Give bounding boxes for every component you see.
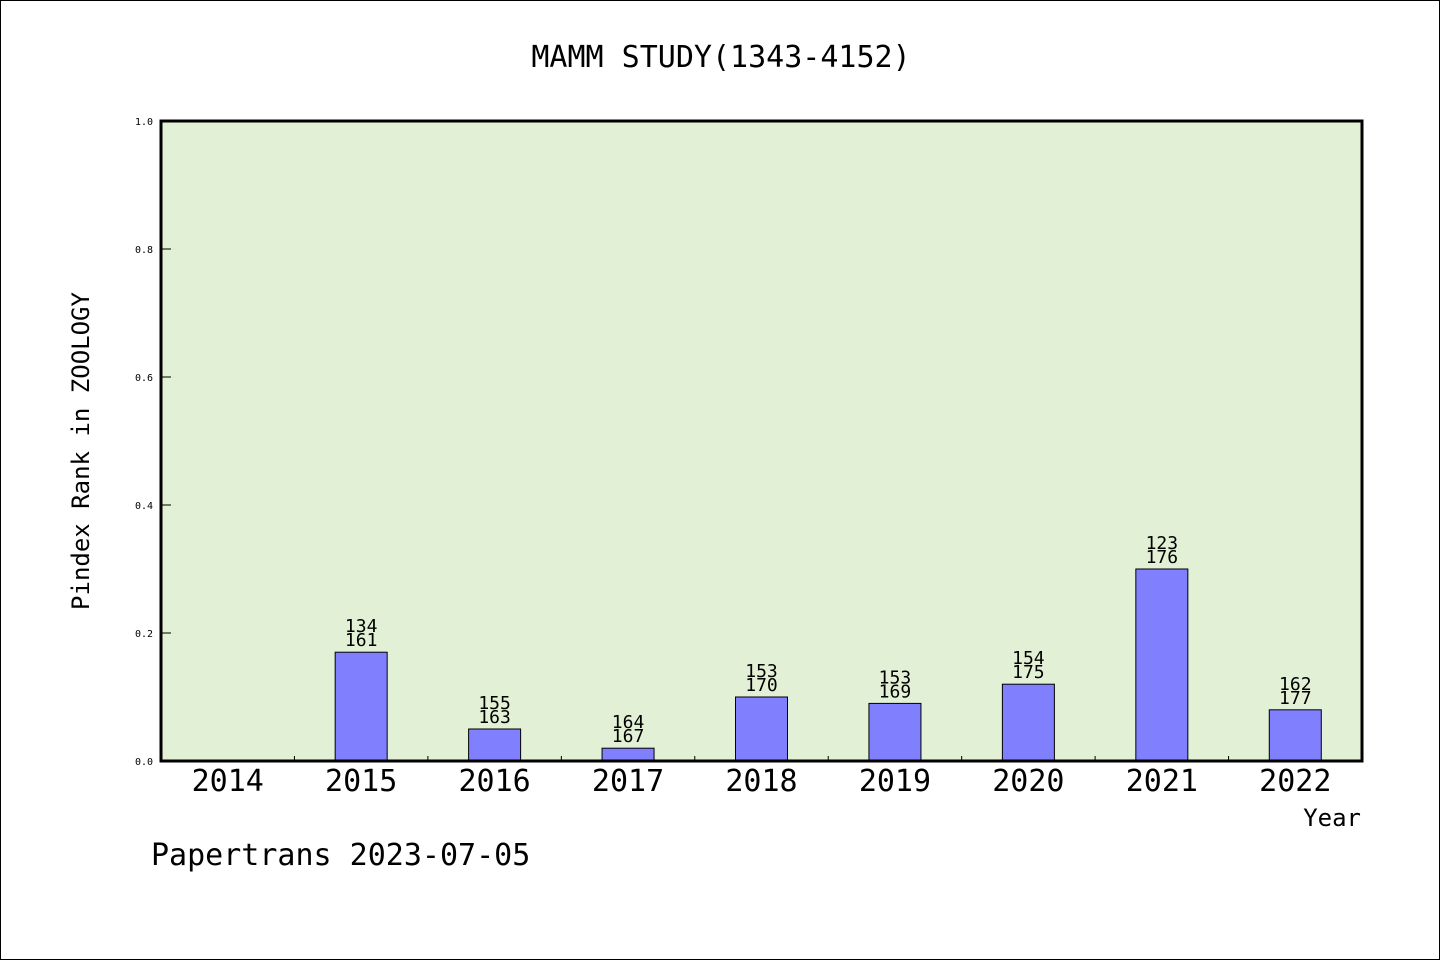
y-tick-label-1.0: 1.0: [135, 117, 153, 128]
data-label-bottom-2016: 163: [478, 707, 511, 728]
chart-title: MAMM STUDY(1343-4152): [531, 40, 910, 75]
data-label-top-2020: 154: [1012, 648, 1045, 669]
data-label-top-2018: 153: [745, 661, 778, 682]
footer-text: Papertrans 2023-07-05: [151, 838, 530, 873]
bar-2020: [1001, 683, 1055, 762]
y-axis-label: Pindex Rank in ZOOLOGY: [67, 292, 95, 610]
bar-2015: [334, 651, 388, 762]
x-axis-label: Year: [1303, 804, 1361, 832]
data-label-bottom-2017: 167: [612, 726, 645, 747]
y-tick-label-0.4: 0.4: [135, 501, 153, 512]
x-tick-label-2019: 2019: [859, 764, 931, 799]
x-axis: 2014 2015 2016 2017 2018 2019 2020 2021 2022: [192, 756, 1331, 799]
y-tick-label-0.2: 0.2: [135, 629, 153, 640]
x-tick-label-2017: 2017: [592, 764, 664, 799]
data-label-top-2015: 134: [345, 616, 378, 637]
bars-group: [334, 568, 1322, 762]
data-label-top-2017: 164: [612, 712, 645, 733]
data-label-top-2019: 153: [879, 667, 912, 688]
x-tick-label-2014: 2014: [192, 764, 264, 799]
x-tick-label-2021: 2021: [1126, 764, 1198, 799]
data-label-top-2016: 155: [478, 693, 511, 714]
y-tick-label-0.0: 0.0: [135, 757, 153, 768]
data-label-top-2022: 162: [1279, 674, 1312, 695]
data-label-bottom-2019: 169: [879, 681, 912, 702]
x-tick-label-2015: 2015: [325, 764, 397, 799]
bar-2016: [468, 728, 522, 762]
data-label-bottom-2018: 170: [745, 675, 778, 696]
bar-2021: [1135, 568, 1189, 762]
y-tick-label-0.8: 0.8: [135, 245, 153, 256]
bar-2019: [868, 702, 922, 762]
data-label-bottom-2020: 175: [1012, 662, 1045, 683]
y-tick-label-0.6: 0.6: [135, 373, 153, 384]
x-tick-label-2018: 2018: [725, 764, 797, 799]
x-tick-label-2022: 2022: [1259, 764, 1331, 799]
plot-border: [159, 119, 1364, 763]
bar-2022: [1268, 709, 1322, 762]
data-label-top-2021: 123: [1146, 533, 1179, 554]
x-tick-label-2020: 2020: [992, 764, 1064, 799]
bar-2018: [735, 696, 788, 762]
x-tick-label-2016: 2016: [458, 764, 530, 799]
data-label-bottom-2015: 161: [345, 630, 378, 651]
bar-2017: [601, 747, 655, 762]
data-label-bottom-2021: 176: [1146, 547, 1179, 568]
data-label-bottom-2022: 177: [1279, 688, 1312, 709]
